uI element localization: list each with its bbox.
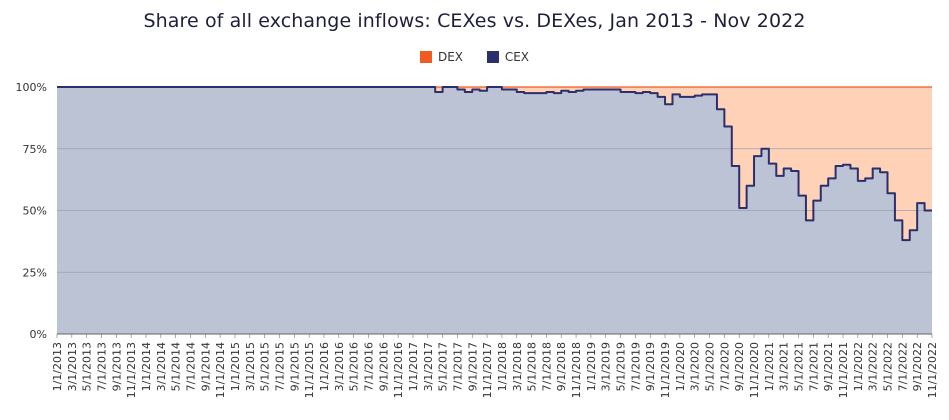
x-tick-label: 9/1/2019 [644, 342, 657, 391]
x-tick-label: 5/1/2021 [793, 342, 806, 391]
x-tick-label: 7/1/2017 [451, 342, 464, 391]
x-tick-label: 9/1/2015 [288, 342, 301, 391]
x-tick-label: 1/1/2021 [763, 342, 776, 391]
x-tick-label: 9/1/2018 [555, 342, 568, 391]
y-tick-label: 0% [30, 328, 47, 341]
x-tick-label: 7/1/2015 [273, 342, 286, 391]
y-tick-label: 100% [16, 81, 47, 94]
legend-item-cex[interactable]: CEX [486, 50, 530, 64]
x-tick-label: 7/1/2018 [540, 342, 553, 391]
x-tick-label: 5/1/2013 [81, 342, 94, 391]
x-tick-label: 1/1/2020 [674, 342, 687, 391]
x-tick-label: 11/1/2022 [926, 342, 939, 398]
x-tick-label: 3/1/2013 [66, 342, 79, 391]
x-tick-label: 3/1/2021 [778, 342, 791, 391]
x-tick-label: 11/1/2016 [392, 342, 405, 398]
x-tick-label: 3/1/2015 [244, 342, 257, 391]
x-tick-label: 5/1/2020 [704, 342, 717, 391]
x-tick-label: 5/1/2014 [170, 342, 183, 391]
x-tick-label: 1/1/2016 [318, 342, 331, 391]
x-tick-label: 3/1/2016 [333, 342, 346, 391]
x-tick-label: 3/1/2019 [600, 342, 613, 391]
cex-line [57, 86, 932, 242]
legend-swatch-cex [486, 51, 499, 63]
x-tick-label: 1/1/2013 [51, 342, 64, 391]
x-tick-label: 1/1/2019 [585, 342, 598, 391]
legend-item-dex[interactable]: DEX [419, 50, 464, 64]
x-tick-label: 7/1/2014 [184, 342, 197, 391]
legend-label-cex: CEX [504, 50, 530, 64]
x-tick-label: 7/1/2022 [896, 342, 909, 391]
x-tick-label: 3/1/2018 [511, 342, 524, 391]
x-tick-label: 9/1/2020 [733, 342, 746, 391]
y-tick-label: 25% [23, 266, 47, 279]
x-tick-label: 9/1/2016 [377, 342, 390, 391]
legend-swatch-dex [419, 51, 432, 63]
x-tick-label: 5/1/2016 [348, 342, 361, 391]
x-tick-label: 9/1/2014 [199, 342, 212, 391]
y-tick-label: 50% [23, 205, 47, 218]
x-tick-label: 11/1/2021 [837, 342, 850, 398]
x-tick-label: 7/1/2020 [718, 342, 731, 391]
x-tick-label: 1/1/2018 [496, 342, 509, 391]
x-tick-label: 7/1/2016 [362, 342, 375, 391]
x-tick-label: 5/1/2019 [615, 342, 628, 391]
x-tick-label: 9/1/2022 [911, 342, 924, 391]
x-tick-label: 11/1/2018 [570, 342, 583, 398]
y-tick-label: 75% [23, 143, 47, 156]
x-tick-label: 11/1/2015 [303, 342, 316, 398]
x-tick-label: 5/1/2022 [882, 342, 895, 391]
x-tick-label: 9/1/2017 [466, 342, 479, 391]
x-tick-label: 1/1/2022 [852, 342, 865, 391]
x-tick-label: 1/1/2017 [407, 342, 420, 391]
x-tick-label: 7/1/2013 [95, 342, 108, 391]
x-tick-label: 3/1/2017 [422, 342, 435, 391]
chart-title: Share of all exchange inflows: CEXes vs.… [143, 10, 806, 32]
x-tick-label: 11/1/2017 [481, 342, 494, 398]
x-tick-label: 1/1/2015 [229, 342, 242, 391]
chart-legend: DEX CEX [0, 50, 949, 66]
x-tick-label: 11/1/2019 [659, 342, 672, 398]
x-tick-label: 7/1/2021 [807, 342, 820, 391]
x-tick-label: 5/1/2018 [526, 342, 539, 391]
x-tick-label: 5/1/2017 [437, 342, 450, 391]
x-tick-label: 9/1/2021 [822, 342, 835, 391]
x-tick-label: 5/1/2015 [259, 342, 272, 391]
x-tick-label: 3/1/2014 [155, 342, 168, 391]
x-tick-label: 11/1/2020 [748, 342, 761, 398]
x-tick-label: 7/1/2019 [629, 342, 642, 391]
legend-label-dex: DEX [437, 50, 464, 64]
x-tick-label: 11/1/2014 [214, 342, 227, 398]
x-tick-label: 11/1/2013 [125, 342, 138, 398]
x-tick-label: 1/1/2014 [140, 342, 153, 391]
x-tick-label: 9/1/2013 [110, 342, 123, 391]
x-tick-label: 3/1/2022 [867, 342, 880, 391]
x-tick-label: 3/1/2020 [689, 342, 702, 391]
